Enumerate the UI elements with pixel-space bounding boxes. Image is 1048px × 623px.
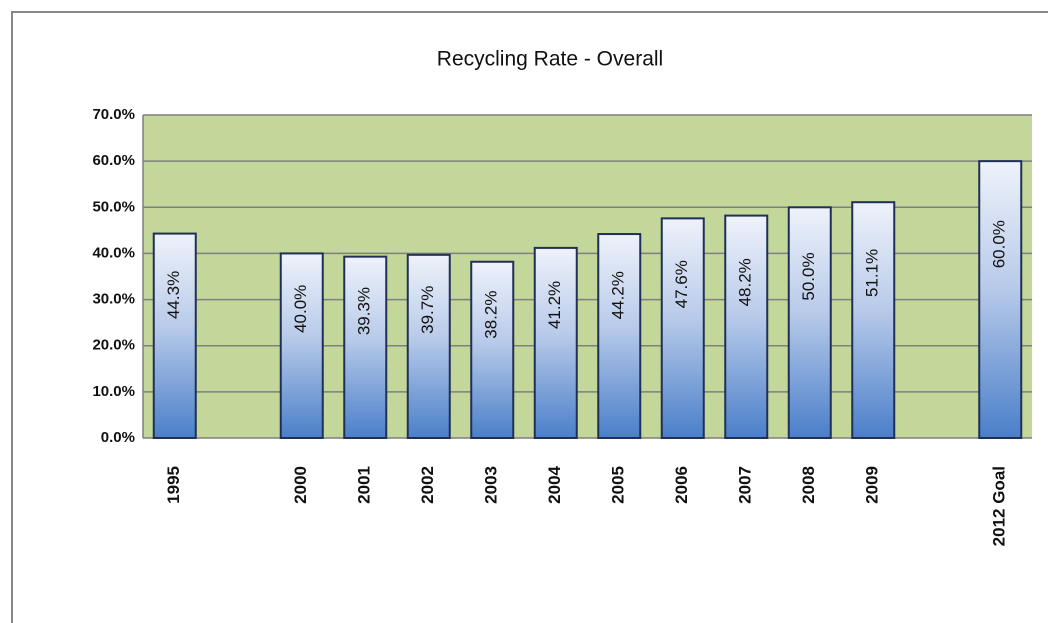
data-label: 50.0%	[799, 252, 818, 300]
x-tick-label: 2007	[736, 466, 755, 504]
data-label: 60.0%	[990, 220, 1009, 268]
x-tick-label: 2001	[355, 466, 374, 504]
bar	[787, 206, 832, 439]
data-label: 44.3%	[164, 271, 183, 319]
data-label: 38.2%	[482, 291, 501, 339]
bar	[597, 233, 642, 439]
bar	[533, 246, 578, 439]
data-label: 40.0%	[291, 285, 310, 333]
x-tick-label: 2002	[418, 466, 437, 504]
bar	[978, 160, 1023, 439]
y-tick-label: 70.0%	[92, 106, 135, 123]
y-tick-label: 20.0%	[92, 337, 135, 354]
y-tick-label: 50.0%	[92, 198, 135, 215]
x-tick-label: 1995	[164, 466, 183, 504]
bar	[470, 260, 515, 439]
data-label: 51.1%	[863, 249, 882, 297]
bar	[279, 252, 324, 439]
bar	[343, 255, 388, 439]
data-label: 39.7%	[418, 286, 437, 334]
bar	[660, 217, 705, 439]
bar	[851, 201, 896, 439]
plot-area	[143, 115, 1032, 438]
x-tick-label: 2003	[482, 466, 501, 504]
bar	[724, 214, 769, 439]
x-tick-label: 2008	[799, 466, 818, 504]
x-tick-label: 2000	[291, 466, 310, 504]
data-label: 39.3%	[355, 287, 374, 335]
x-tick-label: 2005	[609, 466, 628, 504]
bar	[152, 232, 197, 439]
data-label: 44.2%	[609, 271, 628, 319]
chart-title: Recycling Rate - Overall	[437, 48, 663, 71]
x-tick-label: 2004	[545, 465, 564, 503]
y-tick-label: 0.0%	[101, 429, 135, 446]
bar	[406, 253, 451, 439]
data-label: 48.2%	[736, 258, 755, 306]
data-label: 47.6%	[672, 260, 691, 308]
y-tick-label: 60.0%	[92, 152, 135, 169]
x-tick-label: 2009	[863, 466, 882, 504]
y-tick-label: 40.0%	[92, 244, 135, 261]
y-tick-label: 30.0%	[92, 291, 135, 308]
x-tick-label: 2012 Goal	[990, 466, 1009, 546]
y-tick-label: 10.0%	[92, 383, 135, 400]
data-label: 41.2%	[545, 281, 564, 329]
x-tick-label: 2006	[672, 466, 691, 504]
